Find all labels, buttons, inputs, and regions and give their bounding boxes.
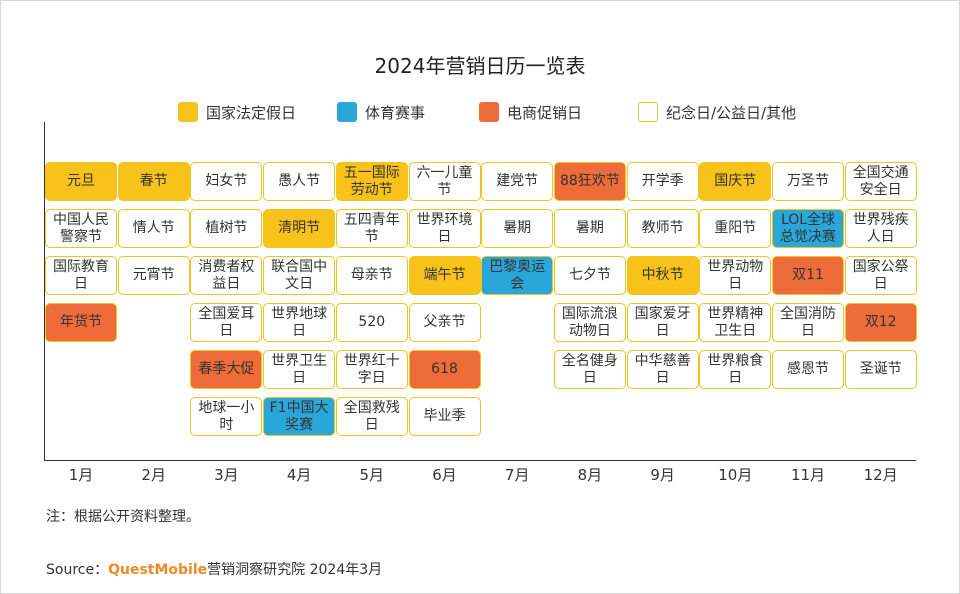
legend-item-legal-holiday: 国家法定假日: [178, 100, 296, 124]
event-cell: 全国救残日: [335, 397, 408, 436]
event-cell: 春季大促: [190, 350, 263, 389]
event-cell: 618: [408, 350, 481, 389]
x-tick-label: 6月: [432, 466, 457, 484]
event-cell: 双11: [772, 256, 844, 295]
legend-swatch-legal-holiday: [178, 102, 198, 122]
event-cell: 愚人节: [263, 162, 336, 201]
legend-label: 电商促销日: [507, 103, 583, 122]
x-axis-line: [44, 460, 916, 461]
legend-label: 体育赛事: [365, 103, 426, 122]
event-cell: 七夕节: [553, 256, 626, 295]
event-cell: 暑期: [481, 209, 554, 248]
x-tick-label: 11月: [790, 466, 826, 484]
event-cell: F1中国大奖赛: [263, 397, 336, 436]
event-cell: 世界残疾人日: [844, 209, 917, 248]
event-cell: 中国人民警察节: [45, 209, 117, 248]
event-cell: 世界精神卫生日: [699, 303, 772, 342]
legend-swatch-ecommerce: [479, 102, 499, 122]
legend-item-sports: 体育赛事: [337, 100, 425, 124]
event-cell: 中华慈善日: [626, 350, 699, 389]
event-cell: 开学季: [626, 162, 699, 201]
event-cell: 巴黎奥运会: [481, 256, 554, 295]
event-cell: 世界粮食日: [699, 350, 772, 389]
x-tick-label: 7月: [504, 466, 530, 484]
source-line: Source：QuestMobile营销洞察研究院 2024年3月: [46, 559, 382, 579]
event-cell: 88狂欢节: [553, 162, 626, 201]
event-cell: 清明节: [263, 209, 336, 248]
event-cell: 暑期: [553, 209, 626, 248]
event-cell: 重阳节: [699, 209, 772, 248]
event-cell: 世界地球日: [263, 303, 336, 342]
x-tick-label: 1月: [68, 466, 94, 484]
event-cell: 世界环境日: [408, 209, 481, 248]
event-cell: 联合国中文日: [263, 256, 336, 295]
legend-swatch-sports: [337, 102, 357, 122]
legend-swatch-other: [638, 102, 658, 122]
event-cell: 世界卫生日: [263, 350, 336, 389]
event-cell: 元旦: [45, 162, 117, 201]
event-cell: 母亲节: [335, 256, 408, 295]
event-cell: 年货节: [45, 303, 117, 342]
event-cell: 全国交通安全日: [844, 162, 917, 201]
event-cell: 春节: [117, 162, 190, 201]
event-cell: 全国消防日: [772, 303, 844, 342]
event-cell: 万圣节: [772, 162, 844, 201]
legend-label: 纪念日/公益日/其他: [666, 103, 797, 122]
event-cell: 国际流浪动物日: [553, 303, 626, 342]
legend-item-ecommerce: 电商促销日: [479, 100, 582, 124]
event-cell: 双12: [844, 303, 917, 342]
event-cell: 520: [335, 303, 408, 342]
source-prefix: Source：: [46, 562, 109, 578]
x-tick-label: 10月: [718, 466, 753, 484]
legend-label: 国家法定假日: [206, 103, 297, 122]
legend-item-other: 纪念日/公益日/其他: [638, 100, 796, 124]
event-cell: 中秋节: [626, 256, 699, 295]
source-brand: QuestMobile: [108, 562, 208, 578]
event-cell: 建党节: [481, 162, 554, 201]
x-tick-label: 2月: [141, 466, 166, 484]
event-cell: 全名健身日: [553, 350, 626, 389]
event-cell: 世界动物日: [699, 256, 772, 295]
x-tick-label: 12月: [863, 466, 898, 484]
x-tick-label: 9月: [650, 466, 675, 484]
event-cell: 圣诞节: [844, 350, 917, 389]
event-cell: 元宵节: [117, 256, 190, 295]
event-cell: 教师节: [626, 209, 699, 248]
event-cell: 情人节: [117, 209, 190, 248]
chart-title: 2024年营销日历一览表: [374, 54, 586, 78]
x-tick-label: 5月: [359, 466, 385, 484]
event-cell: 妇女节: [190, 162, 263, 201]
x-tick-label: 4月: [286, 466, 312, 484]
event-cell: 国际教育日: [45, 256, 117, 295]
event-cell: 消费者权益日: [190, 256, 263, 295]
event-cell: 六一儿童节: [408, 162, 481, 201]
event-cell: 端午节: [408, 256, 481, 295]
event-cell: 国家爱牙日: [626, 303, 699, 342]
y-axis-line: [44, 122, 45, 460]
event-cell: 父亲节: [408, 303, 481, 342]
event-cell: 全国爱耳日: [190, 303, 263, 342]
event-cell: 感恩节: [772, 350, 844, 389]
event-cell: 地球一小时: [190, 397, 263, 436]
x-tick-label: 3月: [214, 466, 239, 484]
event-cell: LOL全球总觉决赛: [772, 209, 844, 248]
source-suffix: 营销洞察研究院 2024年3月: [207, 562, 383, 578]
event-cell: 五四青年节: [335, 209, 408, 248]
event-cell: 世界红十字日: [335, 350, 408, 389]
event-cell: 五一国际劳动节: [335, 162, 408, 201]
event-cell: 毕业季: [408, 397, 481, 436]
event-cell: 国家公祭日: [844, 256, 917, 295]
event-cell: 植树节: [190, 209, 263, 248]
footnote: 注：根据公开资料整理。: [46, 509, 200, 525]
x-tick-label: 8月: [577, 466, 603, 484]
event-cell: 国庆节: [699, 162, 772, 201]
